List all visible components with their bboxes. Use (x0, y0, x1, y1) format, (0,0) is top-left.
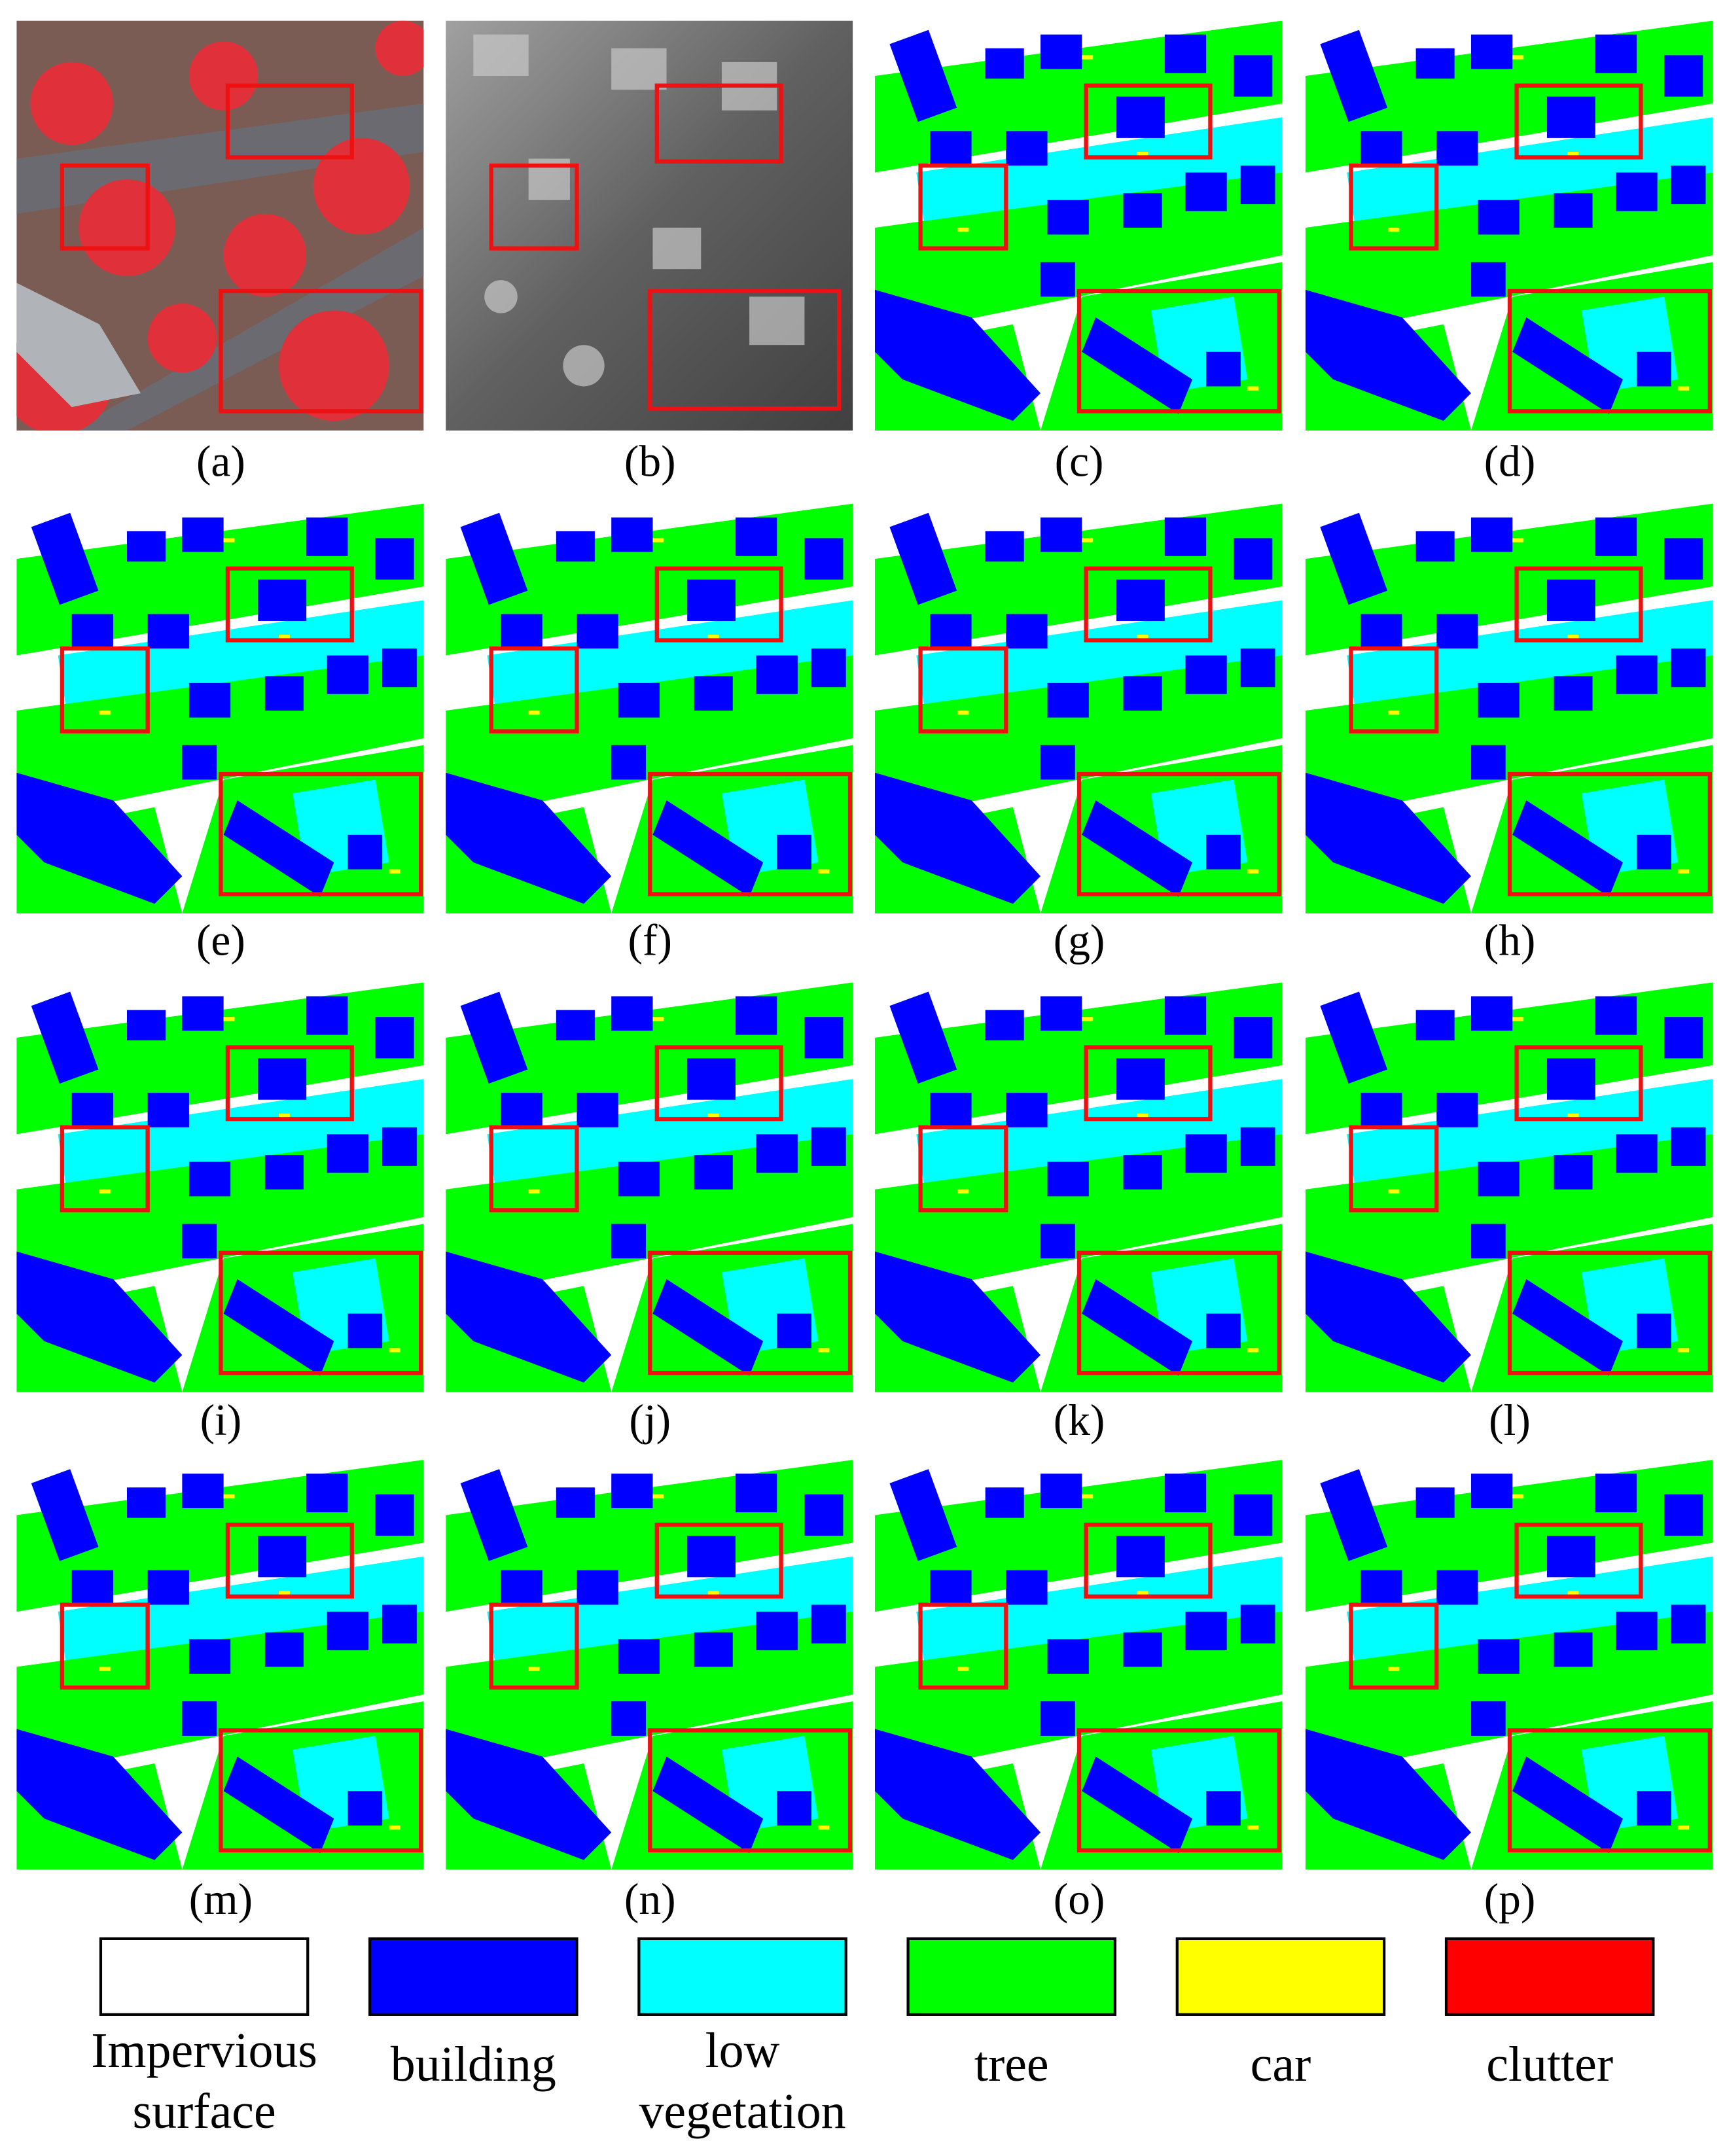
panel-label: (j) (629, 1396, 671, 1445)
highlight-box (1076, 289, 1282, 414)
image (16, 20, 424, 431)
highlight-box (1084, 1045, 1213, 1122)
highlight-box (918, 646, 1008, 733)
legend-label: clutter (1486, 2037, 1613, 2092)
panel-label: (c) (1055, 437, 1104, 486)
legend-label: Impervious (91, 2023, 317, 2078)
highlight-box (654, 83, 783, 164)
panel-label: (m) (189, 1875, 253, 1924)
highlight-box (1076, 1728, 1282, 1853)
panel-label: (d) (1484, 437, 1536, 486)
panel (446, 982, 853, 1392)
panel (874, 20, 1283, 431)
highlight-box (1507, 289, 1712, 414)
highlight-box (219, 289, 423, 414)
panel (446, 1460, 853, 1870)
highlight-box (225, 83, 354, 160)
panel-label: (g) (1054, 915, 1105, 964)
legend-label: tree (974, 2037, 1049, 2092)
panel-label: (k) (1054, 1396, 1105, 1445)
panel (16, 20, 424, 431)
panel-label: (a) (196, 437, 245, 486)
panel-image (16, 20, 424, 431)
panel (16, 1460, 424, 1870)
panel-label: (h) (1484, 915, 1536, 964)
highlight-box (918, 1125, 1008, 1212)
highlight-box (225, 1523, 354, 1599)
legend-swatch (1175, 1937, 1386, 2016)
highlight-box (918, 163, 1008, 251)
highlight-box (1514, 1523, 1643, 1599)
highlight-box (489, 1602, 579, 1690)
highlight-box (648, 1728, 853, 1853)
highlight-box (648, 771, 853, 896)
legend-label: building (391, 2037, 556, 2092)
panel (1305, 1460, 1713, 1870)
highlight-box (60, 1125, 150, 1212)
panel-label: (l) (1489, 1396, 1531, 1445)
highlight-box (654, 1523, 783, 1599)
highlight-box (1507, 1728, 1712, 1853)
panel (1305, 982, 1713, 1392)
highlight-box (1084, 1523, 1213, 1599)
highlight-box (1507, 1250, 1712, 1375)
highlight-box (60, 1602, 150, 1690)
highlight-box (648, 1250, 853, 1375)
highlight-box (1076, 771, 1282, 896)
legend-swatch (637, 1937, 847, 2016)
panel (446, 503, 853, 914)
legend-swatch (906, 1937, 1117, 2016)
highlight-box (1349, 163, 1439, 251)
highlight-box (1349, 646, 1439, 733)
legend-label: surface (133, 2084, 276, 2139)
highlight-box (654, 1045, 783, 1122)
highlight-box (60, 163, 150, 251)
panel (874, 503, 1283, 914)
highlight-box (219, 1250, 423, 1375)
panel-label: (b) (624, 437, 676, 486)
highlight-box (1084, 566, 1213, 643)
highlight-box (1084, 83, 1213, 160)
highlight-box (489, 163, 579, 251)
panel (874, 982, 1283, 1392)
highlight-box (60, 646, 150, 733)
highlight-box (1514, 83, 1643, 160)
highlight-box (225, 566, 354, 643)
panel (16, 503, 424, 914)
panel-label: (e) (196, 915, 245, 964)
panel-label: (p) (1484, 1875, 1536, 1924)
panel (16, 982, 424, 1392)
highlight-box (654, 566, 783, 643)
legend-label: car (1251, 2037, 1311, 2092)
panel (874, 1460, 1283, 1870)
panel-label: (i) (200, 1396, 242, 1445)
highlight-box (219, 771, 423, 896)
legend-swatch (368, 1937, 578, 2016)
panel (1305, 20, 1713, 431)
highlight-box (1076, 1250, 1282, 1375)
highlight-box (489, 646, 579, 733)
panel-label: (o) (1054, 1875, 1105, 1924)
highlight-box (1349, 1602, 1439, 1690)
panel (446, 20, 853, 431)
highlight-box (489, 1125, 579, 1212)
panel (1305, 503, 1713, 914)
highlight-box (918, 1602, 1008, 1690)
legend-label: low (705, 2023, 780, 2078)
panel-label: (f) (628, 915, 672, 964)
legend-swatch (1444, 1937, 1655, 2016)
highlight-box (1514, 1045, 1643, 1122)
highlight-box (225, 1045, 354, 1122)
highlight-box (219, 1728, 423, 1853)
legend-swatch (99, 1937, 310, 2016)
panel-label: (n) (624, 1875, 676, 1924)
highlight-box (1514, 566, 1643, 643)
highlight-box (648, 289, 842, 411)
legend-label: vegetation (639, 2084, 845, 2139)
highlight-box (1507, 771, 1712, 896)
highlight-box (1349, 1125, 1439, 1212)
